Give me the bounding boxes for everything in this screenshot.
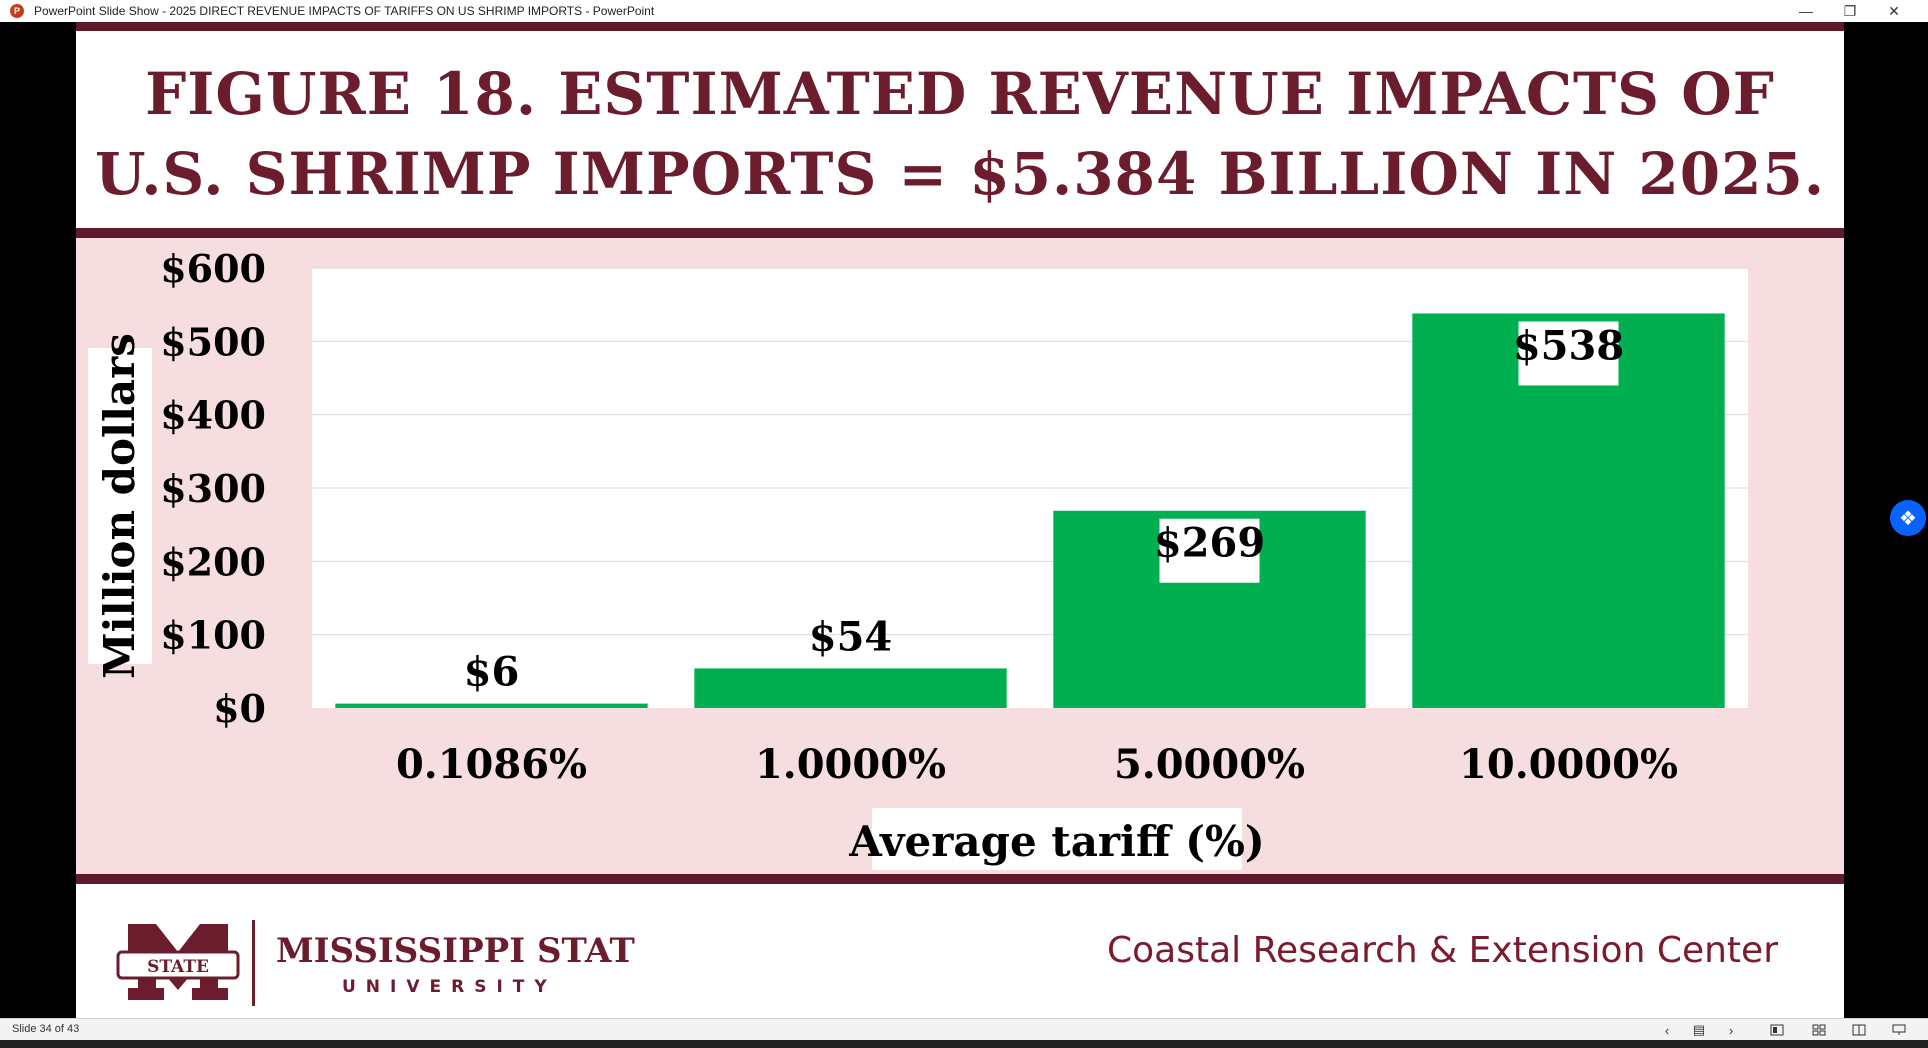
university-name: MISSISSIPPI STATE xyxy=(276,931,636,971)
y-tick-label: $500 xyxy=(160,319,266,364)
slide[interactable]: FIGURE 18. ESTIMATED REVENUE IMPACTS OF … xyxy=(76,22,1844,1018)
window-titlebar: P PowerPoint Slide Show - 2025 DIRECT RE… xyxy=(0,0,1928,22)
y-tick-label: $300 xyxy=(160,466,266,511)
status-bar: Slide 34 of 43 ‹ ▤ › xyxy=(0,1018,1928,1041)
y-axis-title-box xyxy=(88,348,152,664)
data-label: $269 xyxy=(1154,520,1265,567)
slide-menu-button[interactable]: ▤ xyxy=(1692,1022,1706,1037)
slide-counter: Slide 34 of 43 xyxy=(12,1023,80,1035)
top-maroon-bar xyxy=(76,22,1844,31)
x-tick-label: 0.1086% xyxy=(396,741,587,788)
y-tick-label: $200 xyxy=(160,539,266,584)
next-slide-button[interactable]: › xyxy=(1728,1022,1734,1038)
bar-chart: $0 $100 $200 $300 $400 $500 $600 $6 0.1086% $54 1… xyxy=(88,246,1748,870)
bar xyxy=(335,703,648,708)
normal-view-icon xyxy=(1770,1024,1784,1036)
x-axis-title: Average tariff (%) xyxy=(848,817,1265,866)
x-tick-label: 5.0000% xyxy=(1114,741,1305,788)
y-axis-title: Million dollars xyxy=(95,333,144,679)
logo-state-text: STATE xyxy=(147,957,209,977)
university-sub: UNIVERSITY xyxy=(342,977,557,997)
center-name: Coastal Research & Extension Center xyxy=(1106,930,1778,971)
slide-sorter-button[interactable] xyxy=(1808,1021,1830,1039)
slideshow-view-icon xyxy=(1892,1024,1906,1035)
restore-button[interactable]: ❐ xyxy=(1843,2,1857,19)
data-label-box xyxy=(1518,321,1619,386)
footer-divider xyxy=(76,874,1844,884)
powerpoint-icon: P xyxy=(10,4,24,18)
dropbox-icon[interactable]: ❖ xyxy=(1890,500,1926,536)
slide-title-line2: U.S. SHRIMP IMPORTS = $5.384 BILLION IN … xyxy=(94,140,1826,208)
slide-title: FIGURE 18. ESTIMATED REVENUE IMPACTS OF … xyxy=(76,54,1844,214)
bar xyxy=(694,668,1007,708)
y-tick-label: $400 xyxy=(160,393,266,438)
minimize-button[interactable]: — xyxy=(1799,3,1813,19)
x-tick-label: 10.0000% xyxy=(1459,741,1678,788)
data-label: $6 xyxy=(464,649,520,696)
slide-title-line1: FIGURE 18. ESTIMATED REVENUE IMPACTS OF xyxy=(145,60,1775,128)
x-tick-label: 1.0000% xyxy=(755,741,946,788)
data-label-box xyxy=(1159,518,1260,583)
logo-divider xyxy=(252,920,255,1006)
y-tick-label: $0 xyxy=(213,686,266,731)
y-tick-label: $600 xyxy=(160,246,266,291)
data-label: $538 xyxy=(1513,322,1624,369)
taskbar-strip xyxy=(0,1040,1928,1048)
close-button[interactable]: ✕ xyxy=(1888,2,1900,19)
reading-view-button[interactable] xyxy=(1848,1021,1870,1039)
window-title: PowerPoint Slide Show - 2025 DIRECT REVE… xyxy=(34,4,655,18)
previous-slide-button[interactable]: ‹ xyxy=(1664,1022,1670,1038)
msu-logo: STATE MISSISSIPPI STATE UNIVERSITY xyxy=(116,920,636,1006)
x-axis-title-box xyxy=(872,808,1242,870)
data-label: $54 xyxy=(809,613,893,660)
y-tick-label: $100 xyxy=(160,613,266,658)
reading-view-icon xyxy=(1852,1024,1866,1036)
chart-panel: $0 $100 $200 $300 $400 $500 $600 $6 0.1086% $54 1… xyxy=(76,238,1844,874)
slide-sorter-icon xyxy=(1812,1024,1826,1036)
header-divider xyxy=(76,228,1844,238)
normal-view-button[interactable] xyxy=(1766,1021,1788,1039)
slideshow-view-button[interactable] xyxy=(1888,1021,1910,1039)
